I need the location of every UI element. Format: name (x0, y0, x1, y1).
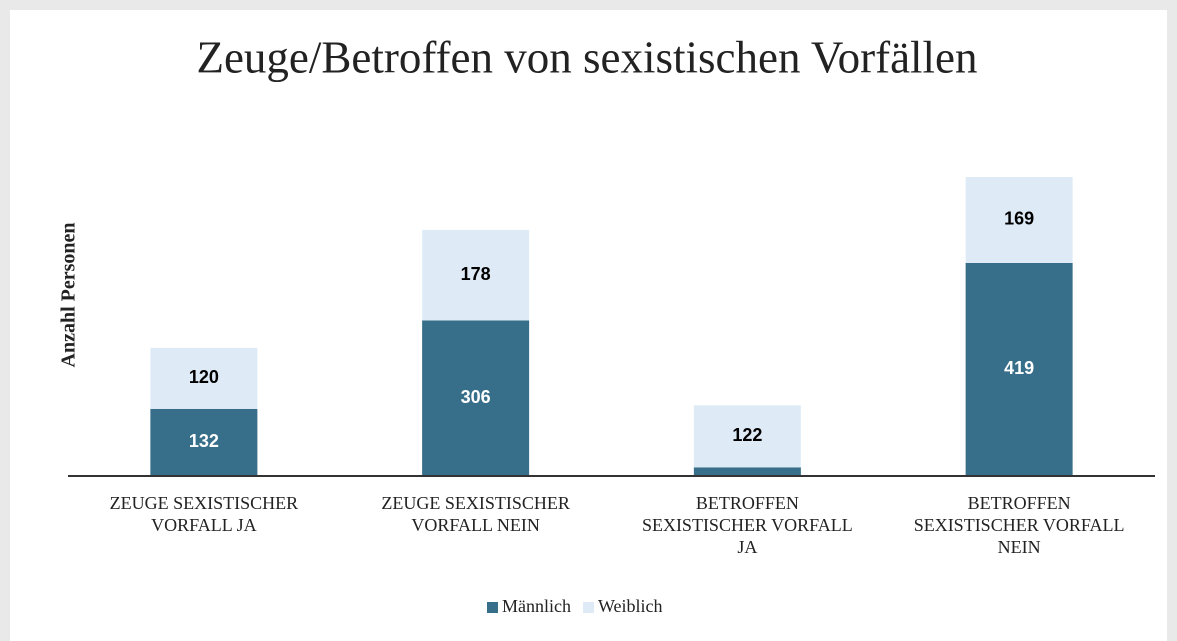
legend-label: Männlich (502, 596, 571, 616)
value-label: 122 (732, 425, 762, 445)
x-tick-label: ZEUGE SEXISTISCHER VORFALL NEIN (381, 493, 570, 535)
bar-segment (693, 467, 801, 476)
y-axis-label: Anzahl Personen (58, 223, 80, 368)
x-tick-label: BETROFFEN SEXISTISCHER VORFALL JA (641, 493, 853, 557)
value-label: 132 (189, 431, 219, 451)
bar-segment (965, 262, 1073, 476)
bar-segment (422, 320, 530, 476)
value-label: 169 (1004, 209, 1034, 229)
value-label: 306 (461, 387, 491, 407)
value-label: 178 (461, 264, 491, 284)
bar-segment (150, 408, 258, 476)
bar-segment (965, 177, 1073, 263)
legend: Männlich Weiblich (487, 596, 663, 616)
legend-swatch (583, 602, 594, 613)
value-label: 120 (189, 367, 219, 387)
value-label: 419 (1004, 358, 1034, 378)
x-tick-label: BETROFFEN SEXISTISCHER VORFALL NEIN (913, 493, 1125, 557)
legend-swatch (487, 602, 498, 613)
chart-title: Zeuge/Betroffen von sexistischen Vorfäll… (196, 32, 977, 82)
bar-segment (150, 347, 258, 409)
bar-segment (693, 405, 801, 468)
x-tick-label: ZEUGE SEXISTISCHER VORFALL JA (109, 493, 299, 535)
chart: Zeuge/Betroffen von sexistischen Vorfäll… (58, 32, 1155, 616)
bar-segment (422, 229, 530, 321)
chart-card: Zeuge/Betroffen von sexistischen Vorfäll… (10, 10, 1167, 641)
legend-label: Weiblich (598, 596, 663, 616)
